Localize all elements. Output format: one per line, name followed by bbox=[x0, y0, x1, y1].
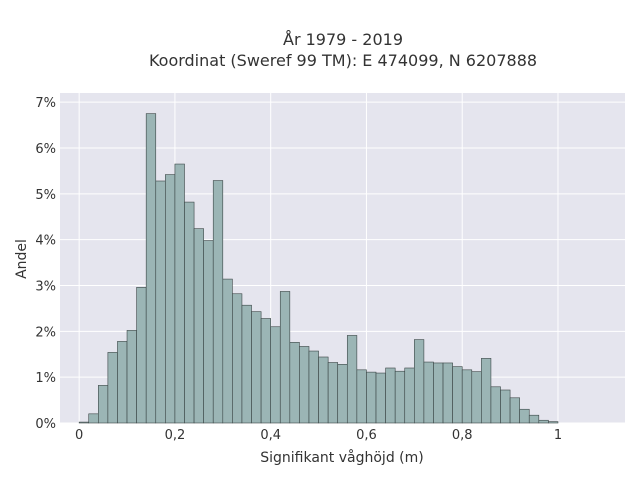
histogram-bar bbox=[452, 366, 463, 424]
histogram-bar bbox=[212, 180, 224, 424]
histogram-bar bbox=[404, 367, 415, 424]
chart-title-line-2: Koordinat (Sweref 99 TM): E 474099, N 62… bbox=[149, 51, 537, 70]
histogram-bar bbox=[414, 339, 425, 424]
histogram-bar bbox=[241, 304, 252, 424]
histogram-bar bbox=[375, 372, 386, 424]
histogram-bar bbox=[442, 362, 453, 424]
y-tick-label: 5% bbox=[35, 188, 56, 203]
histogram-bar bbox=[222, 278, 233, 424]
histogram-bar bbox=[203, 240, 214, 424]
histogram-bar bbox=[490, 386, 501, 424]
histogram-bar bbox=[327, 362, 339, 424]
y-tick-label: 1% bbox=[35, 371, 56, 386]
histogram-bars bbox=[78, 113, 559, 424]
histogram-bar bbox=[318, 356, 329, 424]
histogram-bar bbox=[461, 369, 473, 424]
histogram-bar bbox=[471, 371, 482, 424]
x-tick-label: 0,4 bbox=[260, 428, 281, 443]
histogram-bar bbox=[423, 361, 434, 424]
histogram-bar bbox=[366, 371, 377, 424]
histogram-bar bbox=[136, 287, 147, 424]
x-tick-label: 0,2 bbox=[165, 428, 186, 443]
histogram-bar bbox=[519, 408, 530, 424]
y-tick-label: 7% bbox=[35, 96, 56, 111]
histogram-bar bbox=[165, 174, 176, 424]
histogram-bar bbox=[155, 180, 166, 424]
histogram-bar bbox=[98, 385, 109, 424]
histogram-bar bbox=[548, 421, 559, 424]
histogram-bar bbox=[117, 341, 128, 424]
tick-labels: 0 0,2 0,4 0,6 0,8 1 0% 1% 2% 3% 4% 5% 6% 7% bbox=[35, 96, 562, 443]
histogram-bar bbox=[184, 201, 195, 424]
histogram-bar bbox=[385, 367, 396, 424]
histogram-bar bbox=[260, 318, 271, 424]
histogram-bar bbox=[289, 342, 300, 424]
histogram-bar bbox=[126, 330, 137, 424]
chart-title-line-1: År 1979 - 2019 bbox=[283, 30, 403, 49]
histogram-bar bbox=[481, 358, 492, 424]
y-axis-title: Andel bbox=[14, 239, 30, 279]
y-tick-label: 0% bbox=[35, 417, 56, 432]
histogram-bar bbox=[500, 389, 511, 424]
histogram-bar bbox=[251, 311, 262, 424]
histogram-bar bbox=[88, 413, 99, 424]
x-tick-label: 0 bbox=[75, 428, 83, 443]
histogram-bar bbox=[174, 163, 185, 424]
histogram-bar bbox=[308, 350, 319, 424]
x-tick-label: 0,8 bbox=[452, 428, 473, 443]
histogram-bar bbox=[509, 397, 520, 424]
histogram-bar bbox=[193, 228, 204, 424]
x-axis-title: Signifikant våghöjd (m) bbox=[260, 449, 423, 466]
y-tick-label: 3% bbox=[35, 280, 56, 295]
histogram-bar bbox=[279, 291, 291, 424]
histogram-bar bbox=[394, 370, 406, 424]
y-tick-label: 6% bbox=[35, 142, 56, 157]
histogram-bar bbox=[433, 362, 444, 424]
histogram-bar bbox=[528, 414, 540, 424]
histogram-bar bbox=[337, 364, 348, 424]
y-tick-label: 2% bbox=[35, 325, 56, 340]
histogram-bar bbox=[346, 335, 358, 424]
histogram-bar bbox=[538, 419, 549, 424]
histogram-bar bbox=[145, 113, 157, 424]
histogram-bar bbox=[270, 326, 281, 424]
histogram-bar bbox=[299, 346, 310, 424]
histogram-bar bbox=[232, 293, 243, 424]
histogram-bar bbox=[107, 352, 118, 424]
y-tick-label: 4% bbox=[35, 234, 56, 249]
x-tick-label: 0,6 bbox=[356, 428, 377, 443]
x-tick-label: 1 bbox=[554, 428, 562, 443]
histogram-bar bbox=[78, 421, 90, 424]
histogram-bar bbox=[356, 369, 367, 424]
